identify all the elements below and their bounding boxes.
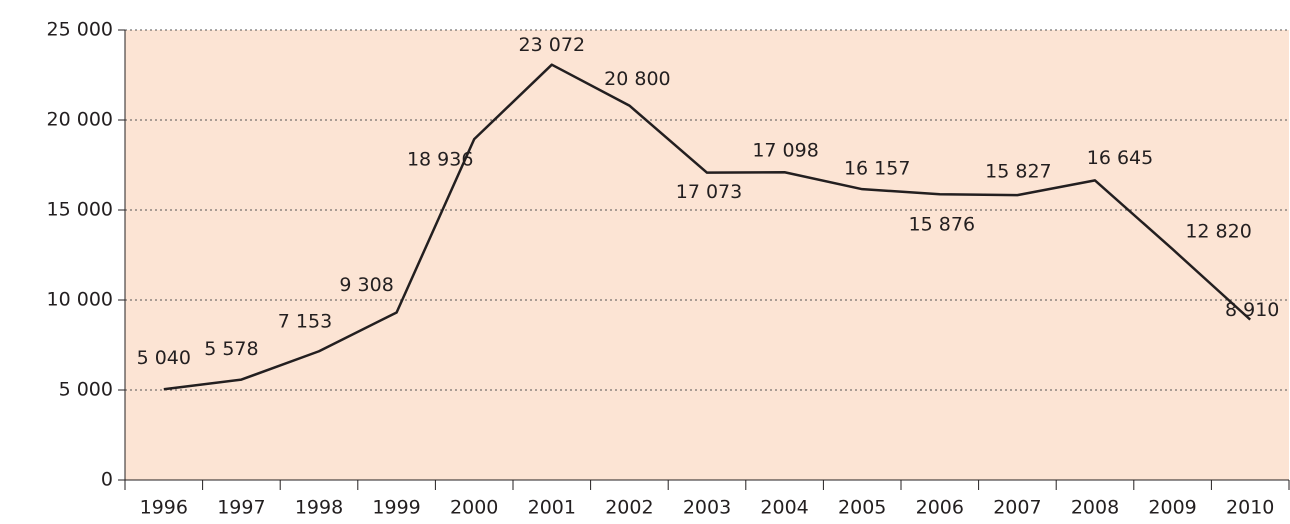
data-label: 15 827 — [985, 161, 1051, 183]
plot-background — [125, 30, 1289, 480]
data-label: 8 910 — [1225, 299, 1279, 321]
x-tick-label: 1997 — [217, 497, 265, 519]
data-label: 23 072 — [519, 34, 585, 56]
x-tick-label: 1998 — [295, 497, 343, 519]
x-tick-label: 2006 — [916, 497, 964, 519]
x-tick-label: 2005 — [838, 497, 886, 519]
y-tick-label: 10 000 — [47, 289, 113, 311]
data-label: 16 645 — [1087, 147, 1153, 169]
data-label: 5 578 — [204, 338, 258, 360]
x-tick-label: 2010 — [1226, 497, 1274, 519]
data-label: 16 157 — [844, 158, 910, 180]
x-tick-label: 2008 — [1071, 497, 1119, 519]
data-label: 17 073 — [676, 181, 742, 203]
data-label: 9 308 — [339, 274, 393, 296]
y-tick-label: 0 — [101, 469, 113, 491]
data-label: 20 800 — [604, 68, 670, 90]
x-tick-label: 2009 — [1148, 497, 1196, 519]
data-label: 5 040 — [137, 347, 191, 369]
y-tick-label: 20 000 — [47, 109, 113, 131]
x-tick-label: 2001 — [528, 497, 576, 519]
y-tick-label: 15 000 — [47, 199, 113, 221]
x-tick-label: 2004 — [760, 497, 808, 519]
y-tick-label: 5 000 — [59, 379, 113, 401]
x-tick-label: 2003 — [683, 497, 731, 519]
data-label: 12 820 — [1185, 221, 1251, 243]
x-tick-label: 2007 — [993, 497, 1041, 519]
data-label: 15 876 — [909, 214, 975, 236]
data-label: 18 936 — [407, 149, 473, 171]
x-tick-label: 2000 — [450, 497, 498, 519]
data-line — [163, 63, 1252, 391]
y-tick-label: 25 000 — [47, 19, 113, 41]
x-tick-label: 1999 — [372, 497, 420, 519]
x-tick-label: 1996 — [140, 497, 188, 519]
data-label: 7 153 — [278, 311, 332, 333]
x-tick-label: 2002 — [605, 497, 653, 519]
data-label: 17 098 — [752, 140, 818, 162]
